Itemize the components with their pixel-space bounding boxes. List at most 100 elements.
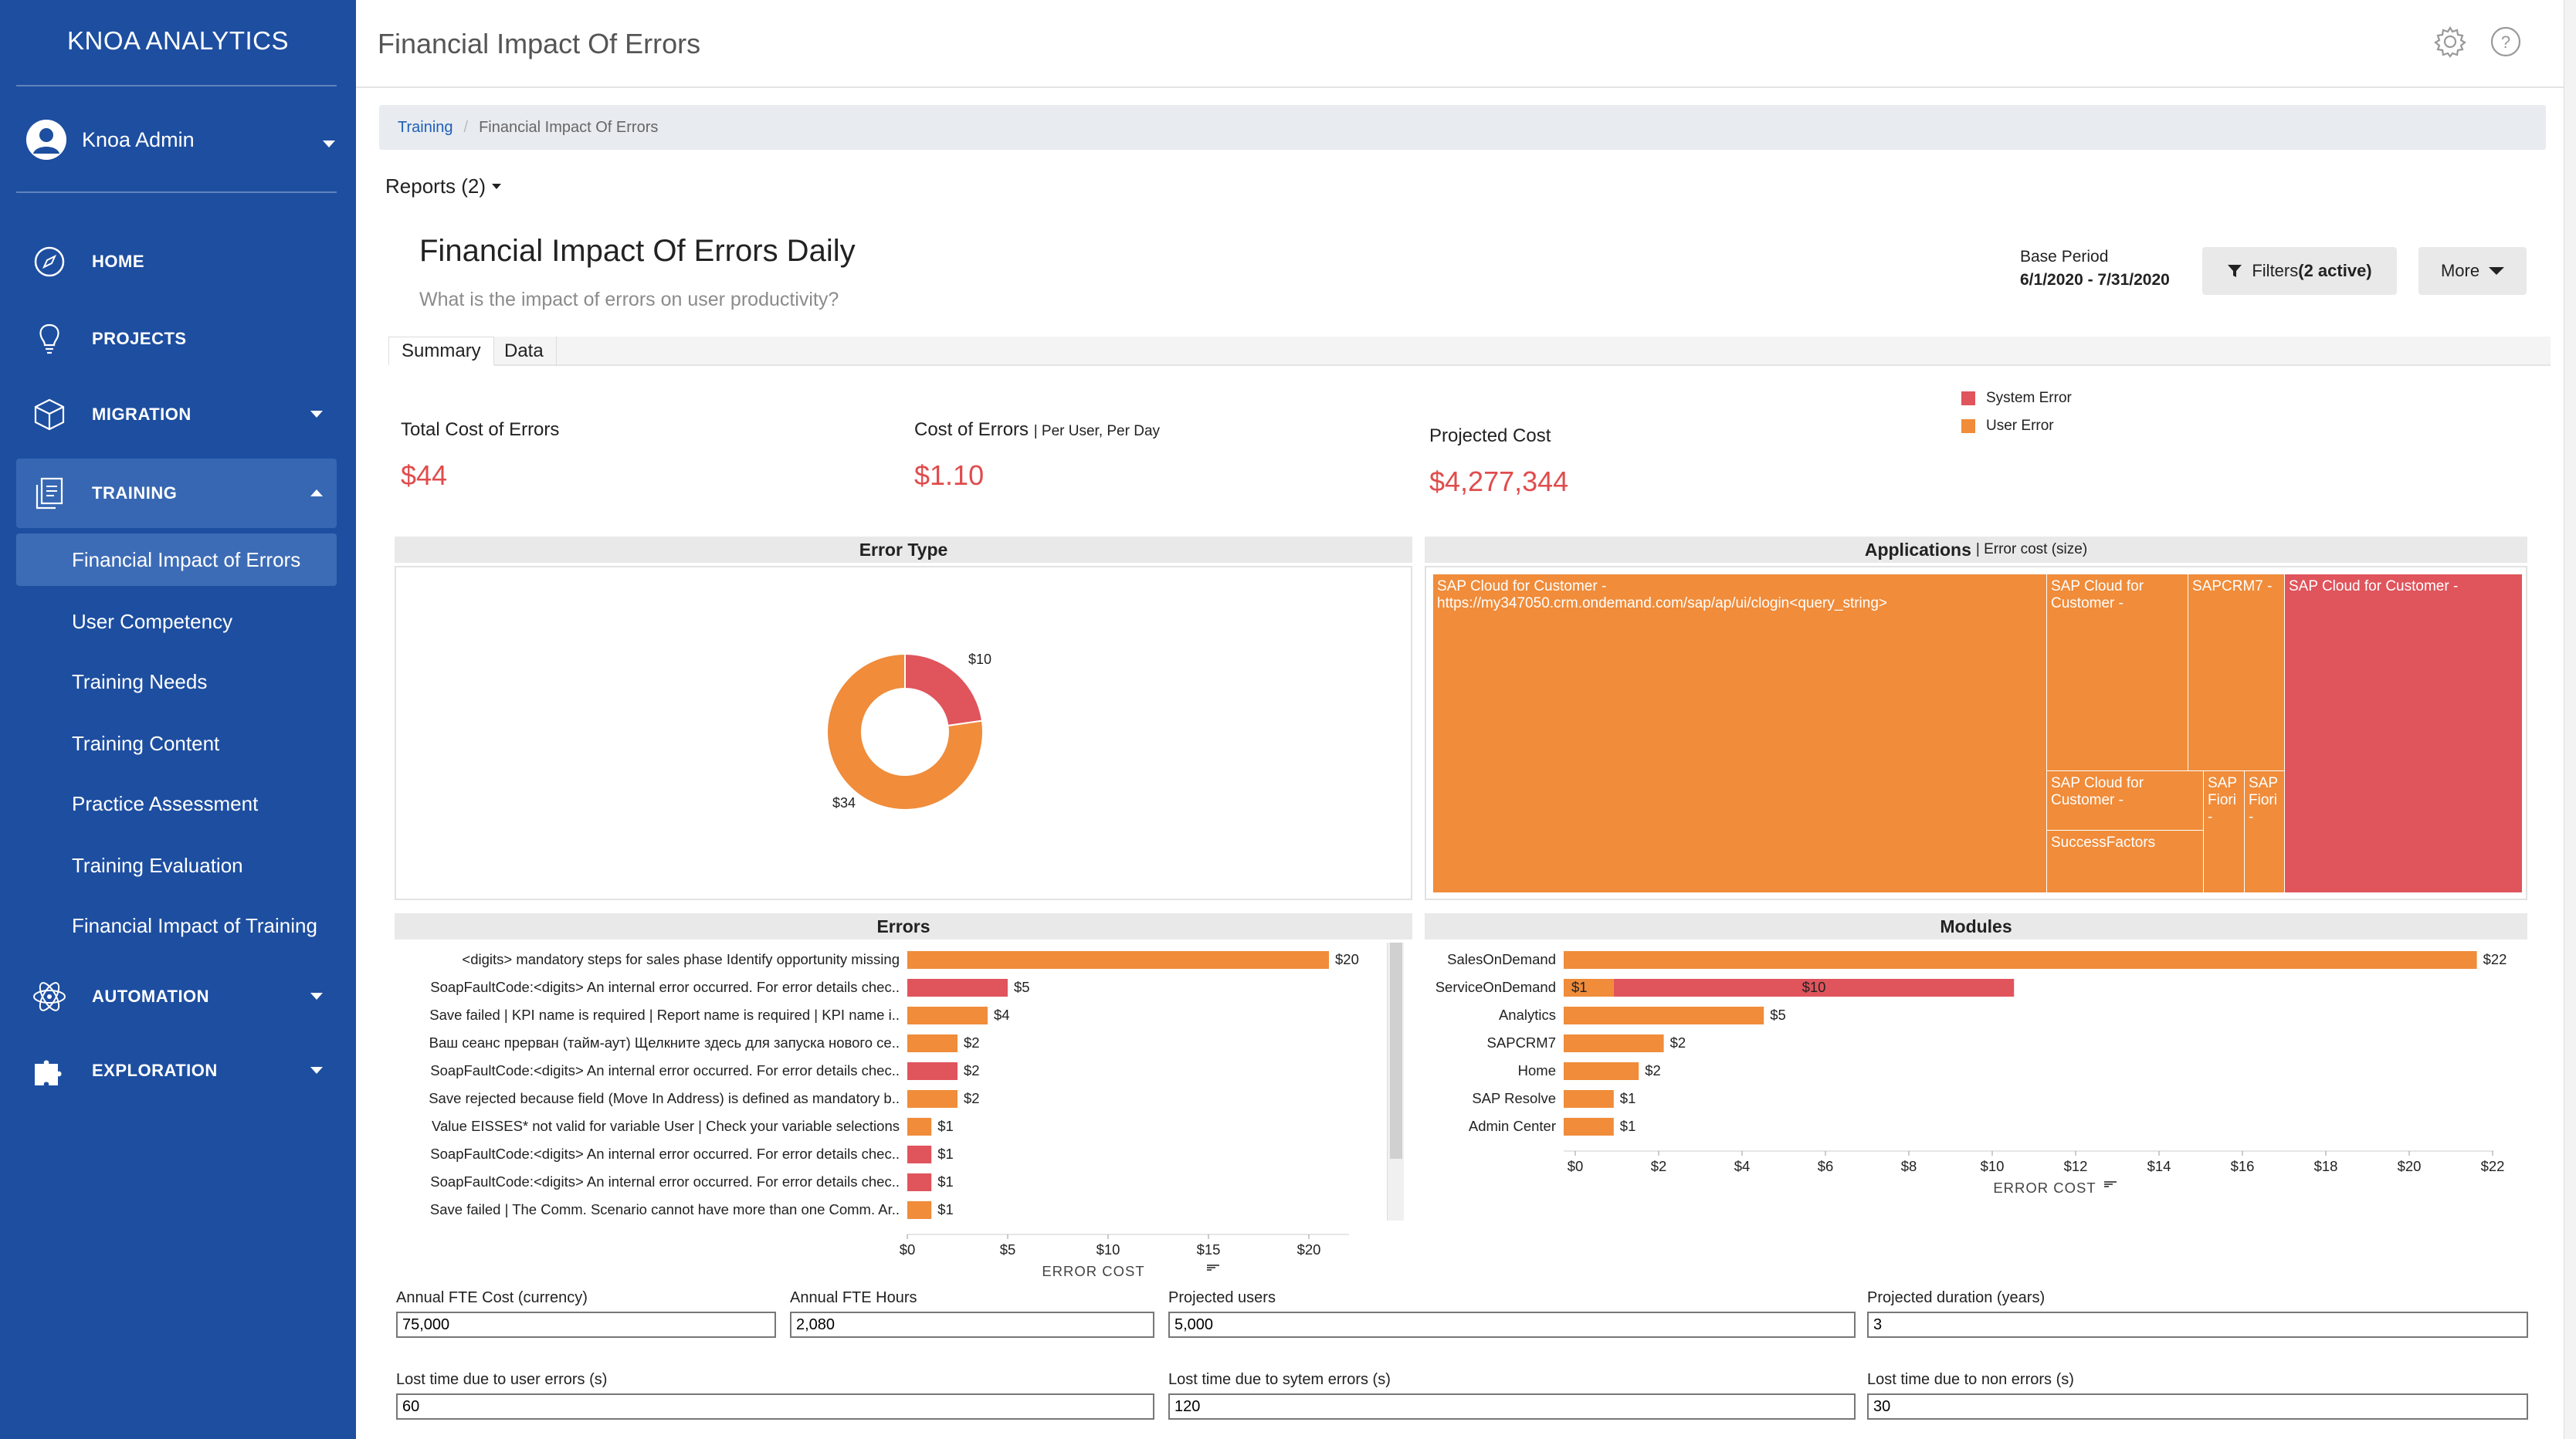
reports-dropdown[interactable]: Reports (2) [385, 174, 502, 198]
help-icon[interactable]: ? [2489, 25, 2523, 59]
error-row-label: Save rejected because field (Move In Add… [429, 1090, 900, 1106]
more-button[interactable]: More [2418, 247, 2527, 295]
modules-x-tick-label: $8 [1901, 1158, 1917, 1174]
applications-panel: SAP Cloud for Customer - https://my34705… [1425, 566, 2527, 900]
breadcrumb: Training / Financial Impact Of Errors [379, 105, 2546, 150]
legend-swatch [1961, 419, 1975, 433]
annual-fte-cost-field[interactable] [396, 1312, 776, 1338]
projected-users-label: Projected users [1168, 1289, 1276, 1306]
nav-home[interactable]: HOME [16, 227, 337, 296]
projected-duration-field[interactable] [1867, 1312, 2528, 1338]
error-bar-label: $1 [937, 1201, 954, 1217]
brand-logo: KNOA ANALYTICS [67, 26, 289, 55]
treemap-cell[interactable]: SAPCRM7 - [2188, 574, 2284, 770]
lightbulb-icon [30, 320, 69, 358]
base-period-value: 6/1/2020 - 7/31/2020 [2020, 271, 2170, 289]
nav-projects-label: PROJECTS [92, 329, 187, 348]
filters-active-count: (2 active) [2298, 261, 2372, 280]
breadcrumb-current: Financial Impact Of Errors [479, 118, 659, 136]
treemap-cell[interactable]: SuccessFactors [2047, 831, 2203, 892]
annual-fte-cost-label: Annual FTE Cost (currency) [396, 1289, 588, 1306]
treemap-cell[interactable]: SAP Fiori - [2245, 771, 2284, 892]
errors-scrollbar[interactable] [1387, 943, 1404, 1221]
errors-scrollbar-thumb[interactable] [1390, 943, 1402, 1159]
lost-time-system-errors-field[interactable] [1168, 1393, 1856, 1420]
caret-down-icon [2489, 267, 2505, 275]
sidebar-item-training-evaluation[interactable]: Training Evaluation [72, 853, 243, 877]
error-bar [907, 1090, 958, 1108]
module-bar-label: $2 [1670, 1034, 1686, 1051]
errors-x-tick-label: $20 [1297, 1241, 1321, 1258]
divider [16, 85, 337, 86]
sidebar-item-training-needs[interactable]: Training Needs [72, 669, 208, 693]
cost-of-errors-label: Cost of Errors | Per User, Per Day [914, 419, 1160, 441]
lost-time-non-errors-field[interactable] [1867, 1393, 2528, 1420]
user-menu[interactable]: Knoa Admin [26, 113, 335, 167]
treemap-cell[interactable]: SAP Cloud for Customer - [2047, 771, 2203, 830]
projected-cost-label: Projected Cost [1429, 425, 1551, 446]
error-bar [907, 1146, 932, 1163]
module-row-label: SAPCRM7 [1487, 1034, 1556, 1051]
modules-panel: SalesOnDemand $22 ServiceOnDemand $1 $10 Anal… [1425, 940, 2527, 1202]
treemap-cell[interactable]: SAP Cloud for Customer - [2047, 574, 2188, 770]
page-scrollbar[interactable] [2564, 0, 2576, 1439]
treemap-cell[interactable]: SAP Fiori - [2204, 771, 2244, 892]
nav-migration[interactable]: MIGRATION [16, 380, 337, 449]
error-type-donut-chart: $10 $34 [826, 652, 991, 811]
treemap-cell[interactable]: SAP Cloud for Customer - https://my34705… [1433, 574, 2046, 892]
gear-icon[interactable] [2433, 25, 2467, 59]
donut-slice [826, 652, 984, 811]
modules-x-tick-label: $16 [2231, 1158, 2255, 1174]
module-bar-label: $22 [2483, 951, 2507, 967]
error-bar [907, 1201, 932, 1219]
lost-time-user-errors-label: Lost time due to user errors (s) [396, 1371, 608, 1388]
sidebar-item-training-content[interactable]: Training Content [72, 731, 220, 755]
sidebar-item-financial-impact-of-training[interactable]: Financial Impact of Training [72, 913, 317, 937]
svg-text:?: ? [2501, 32, 2510, 52]
modules-header: Modules [1425, 913, 2527, 940]
sidebar-item-financial-impact-of-errors[interactable]: Financial Impact of Errors [16, 533, 337, 586]
error-bar-label: $5 [1014, 979, 1030, 995]
projected-users-field[interactable] [1168, 1312, 1856, 1338]
error-type-header: Error Type [395, 537, 1412, 563]
base-period: Base Period 6/1/2020 - 7/31/2020 [2020, 245, 2170, 292]
nav-automation[interactable]: AUTOMATION [16, 962, 337, 1031]
cube-icon [30, 395, 69, 434]
breadcrumb-separator: / [463, 118, 469, 136]
treemap-cell[interactable]: SAP Cloud for Customer - [2285, 574, 2522, 892]
filters-button[interactable]: Filters (2 active) [2202, 247, 2397, 295]
modules-x-tick-label: $0 [1568, 1158, 1584, 1174]
applications-title: Applications [1864, 539, 1971, 560]
module-bar-segment [1564, 1034, 1664, 1052]
module-bar-label: $1 [1620, 1118, 1636, 1134]
tab-summary[interactable]: Summary [388, 337, 494, 366]
module-row-label: Home [1518, 1062, 1556, 1078]
errors-x-tick-label: $0 [900, 1241, 916, 1258]
error-row-label: <digits> mandatory steps for sales phase… [462, 951, 900, 967]
cost-of-errors-note: | Per User, Per Day [1033, 423, 1161, 439]
nav-exploration-label: EXPLORATION [92, 1061, 218, 1080]
modules-x-tick-label: $18 [2314, 1158, 2338, 1174]
cost-of-errors-value: $1.10 [914, 459, 985, 491]
error-row-label: SoapFaultCode:<digits> An internal error… [430, 1173, 900, 1190]
total-cost-label: Total Cost of Errors [401, 419, 560, 440]
error-row-label: SoapFaultCode:<digits> An internal error… [430, 979, 900, 995]
modules-bar-chart: SalesOnDemand $22 ServiceOnDemand $1 $10 Anal… [1435, 951, 2507, 1196]
error-bar [907, 951, 1329, 969]
nav-exploration[interactable]: EXPLORATION [16, 1036, 337, 1105]
tab-data[interactable]: Data [492, 337, 557, 366]
modules-x-tick-label: $10 [1981, 1158, 2005, 1174]
annual-fte-hours-field[interactable] [790, 1312, 1154, 1338]
sidebar-item-practice-assessment[interactable]: Practice Assessment [72, 791, 259, 815]
errors-title: Errors [876, 916, 930, 936]
breadcrumb-link-training[interactable]: Training [398, 118, 453, 136]
sidebar-item-user-competency[interactable]: User Competency [72, 609, 233, 633]
lost-time-system-errors-label: Lost time due to sytem errors (s) [1168, 1371, 1391, 1388]
module-bar-label: $1 [1571, 979, 1588, 995]
error-bar [907, 979, 1008, 997]
nav-projects[interactable]: PROJECTS [16, 304, 337, 374]
module-bar-segment [1564, 1118, 1614, 1136]
nav-training[interactable]: TRAINING [16, 459, 337, 528]
lost-time-user-errors-field[interactable] [396, 1393, 1154, 1420]
projected-cost-value: $4,277,344 [1429, 466, 1569, 497]
